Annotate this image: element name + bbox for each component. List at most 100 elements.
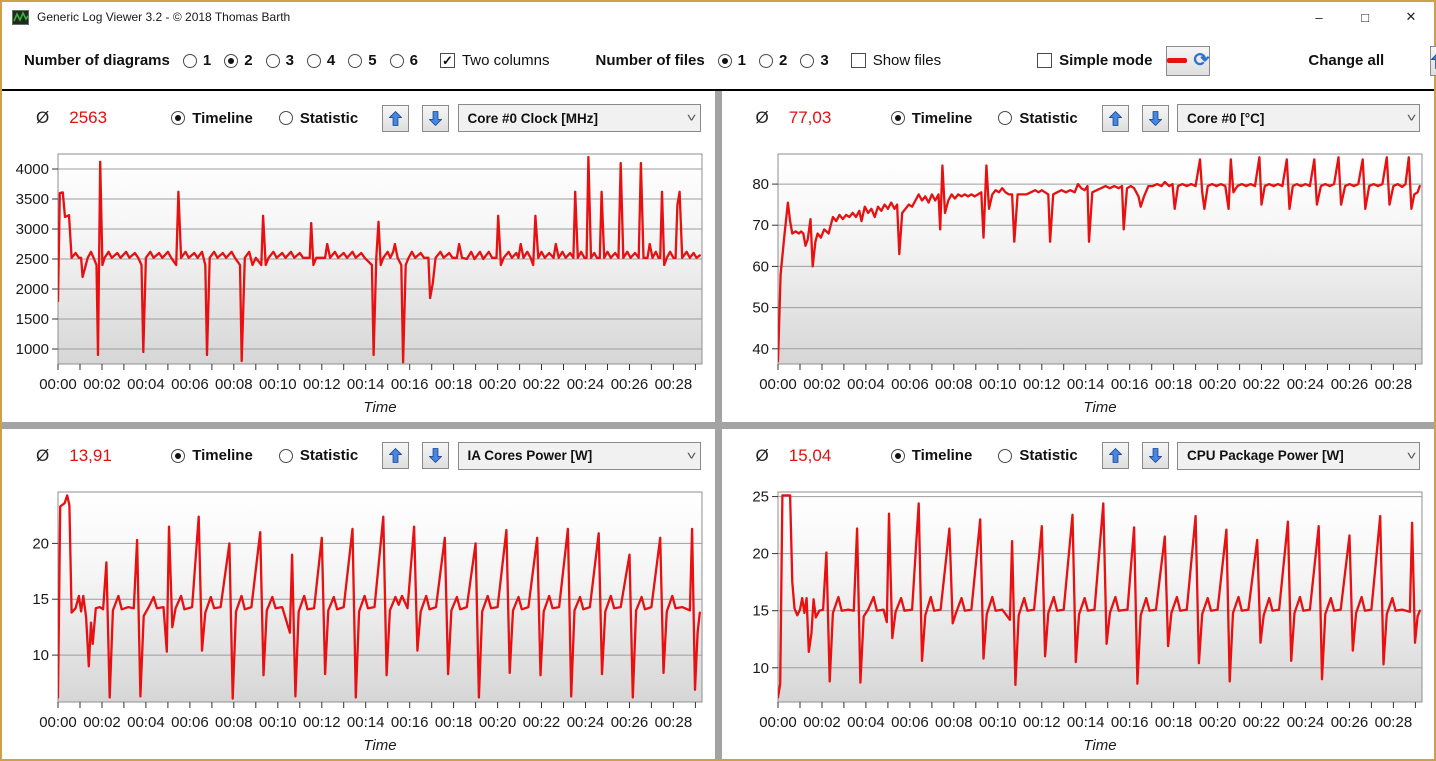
channel-up-button[interactable] [382,104,410,132]
timeline-option[interactable]: Timeline [171,110,253,127]
refresh-icon: ⟳ [1193,50,1210,71]
file-count-option-2[interactable]: 2 [759,52,787,69]
window-title: Generic Log Viewer 3.2 - © 2018 Thomas B… [37,10,291,24]
channel-dropdown[interactable]: CPU Package Power [W] ˅ [1177,441,1420,470]
file-count-option-3[interactable]: 3 [800,52,829,69]
simple-mode-label: Simple mode [1059,52,1153,69]
svg-text:1000: 1000 [16,341,49,358]
timeline-radio[interactable] [171,111,186,125]
diagram-count-option-1[interactable]: 1 [182,52,211,69]
diagram-count-radio-2[interactable] [224,53,239,68]
svg-text:00:14: 00:14 [347,714,385,731]
svg-text:00:04: 00:04 [127,714,165,731]
show-files-option[interactable]: Show files [850,52,941,69]
panel-header: Ø 13,91 Timeline Statistic IA Cores Powe… [2,429,715,479]
timeline-chart-svg: 40 50 60 70 80 00:00 00:02 00:04 00:06 00:08 00:10… [752,153,1422,416]
timeline-option[interactable]: Timeline [890,110,972,127]
toolbar: Number of diagrams 1 2 3 4 5 6 Two colum… [2,32,1436,91]
file-count-radio-2[interactable] [759,53,774,68]
close-button[interactable]: ✕ [1405,9,1417,24]
statistic-radio[interactable] [278,111,293,125]
timeline-option[interactable]: Timeline [171,447,253,464]
timeline-chart[interactable]: 40 50 60 70 80 00:00 00:02 00:04 00:06 00:08 00:10… [722,141,1435,422]
svg-text:00:06: 00:06 [171,714,209,731]
diagram-count-option-6[interactable]: 6 [389,52,418,69]
channel-down-button[interactable] [422,442,450,469]
diagram-count-option-3[interactable]: 3 [265,52,294,69]
svg-text:Time: Time [363,399,396,416]
svg-text:70: 70 [752,217,769,234]
svg-text:00:00: 00:00 [759,376,797,393]
channel-down-button[interactable] [1141,104,1169,132]
two-columns-checkbox[interactable] [439,53,455,68]
diagram-count-option-5[interactable]: 5 [348,52,377,69]
timeline-chart[interactable]: 10 15 20 25 00:00 00:02 00:04 00:06 00:08 00:10 00… [722,479,1435,760]
svg-text:00:06: 00:06 [891,714,929,731]
timeline-chart[interactable]: 1000 1500 2000 2500 3000 3500 4000 00:00 00:02 00… [2,141,715,422]
statistic-radio[interactable] [998,448,1013,463]
simple-mode-checkbox[interactable] [1037,53,1053,68]
minimize-button[interactable]: – [1315,9,1323,25]
svg-text:00:04: 00:04 [847,714,885,731]
arrow-down-icon [429,448,443,463]
channel-up-button[interactable] [1101,104,1129,132]
statistic-option[interactable]: Statistic [998,110,1078,127]
diagram-count-radio-5[interactable] [348,53,363,68]
vertical-divider [714,91,722,422]
svg-text:00:00: 00:00 [759,714,797,731]
statistic-option[interactable]: Statistic [998,447,1078,464]
diagram-count-radio-4[interactable] [306,53,321,68]
channel-dropdown[interactable]: IA Cores Power [W] ˅ [457,441,701,470]
timeline-chart[interactable]: 10 15 20 00:00 00:02 00:04 00:06 00:08 00:10 00:1… [2,479,715,760]
diagram-count-option-2[interactable]: 2 [224,52,253,69]
svg-text:50: 50 [752,300,769,317]
channel-dropdown[interactable]: Core #0 Clock [MHz] ˅ [457,104,701,132]
svg-text:00:22: 00:22 [523,376,561,393]
svg-text:00:16: 00:16 [391,376,429,393]
diagram-count-radio-1[interactable] [182,53,197,68]
timeline-radio[interactable] [171,448,186,463]
svg-text:2000: 2000 [16,281,49,298]
show-files-checkbox[interactable] [850,53,866,68]
file-count-radio-3[interactable] [800,53,815,68]
chevron-down-icon: ˅ [687,448,697,463]
channel-up-button[interactable] [1101,442,1129,469]
svg-text:00:06: 00:06 [891,376,929,393]
simple-mode-option[interactable]: Simple mode [1037,52,1152,69]
statistic-radio[interactable] [278,448,293,463]
panel-header: Ø 77,03 Timeline Statistic Core #0 [°C] ˅ [722,91,1435,141]
timeline-radio[interactable] [890,448,905,463]
change-all-up-button[interactable] [1430,45,1436,76]
svg-text:00:02: 00:02 [803,376,841,393]
timeline-option[interactable]: Timeline [890,447,972,464]
statistic-option[interactable]: Statistic [278,110,358,127]
maximize-button[interactable]: □ [1361,9,1369,25]
arrow-up-icon [1431,52,1436,69]
panel-header: Ø 2563 Timeline Statistic Core #0 Clock … [2,91,715,141]
channel-down-button[interactable] [1141,442,1169,469]
file-count-option-1[interactable]: 1 [717,52,746,69]
statistic-option[interactable]: Statistic [278,447,358,464]
line-style-refresh-button[interactable]: ⟳ [1166,45,1211,76]
chevron-down-icon: ˅ [1406,448,1417,463]
diagram-count-radio-3[interactable] [265,53,280,68]
statistic-radio[interactable] [998,111,1013,125]
channel-dropdown[interactable]: Core #0 [°C] ˅ [1177,104,1420,132]
svg-text:00:24: 00:24 [567,376,605,393]
average-symbol: Ø [755,445,769,465]
two-columns-option[interactable]: Two columns [439,52,549,69]
svg-text:Time: Time [1083,737,1116,754]
average-symbol: Ø [36,108,50,127]
svg-text:25: 25 [752,488,769,505]
svg-text:00:16: 00:16 [1110,376,1148,393]
svg-text:10: 10 [752,659,769,676]
channel-up-button[interactable] [382,442,410,469]
svg-text:00:10: 00:10 [259,376,297,393]
svg-text:00:22: 00:22 [1242,714,1280,731]
channel-down-button[interactable] [422,104,450,132]
diagram-count-radio-6[interactable] [389,53,404,68]
file-count-radio-1[interactable] [717,53,732,68]
timeline-radio[interactable] [890,111,905,125]
diagram-count-option-4[interactable]: 4 [306,52,335,69]
svg-text:00:18: 00:18 [1154,714,1192,731]
